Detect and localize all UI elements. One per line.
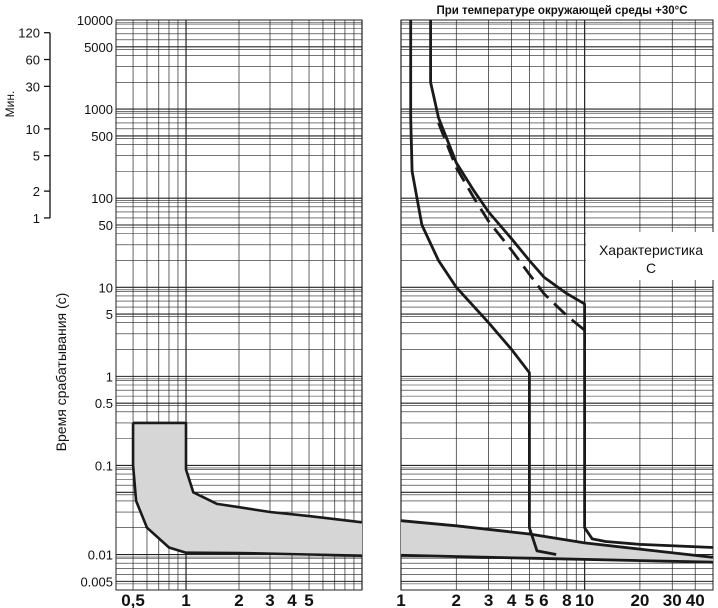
tolerance-band [133, 422, 362, 556]
y-tick-label: 10000 [77, 13, 113, 28]
minute-tick-label: 120 [18, 26, 40, 41]
y-tick-label: 10 [99, 280, 113, 295]
y-tick-label: 1 [106, 369, 113, 384]
right-panel-band [401, 520, 713, 563]
y-tick-label: 5 [106, 307, 113, 322]
y-tick-label: 0.1 [95, 458, 113, 473]
y-tick-label: 0.01 [88, 548, 113, 563]
characteristic-curve-1 [409, 20, 557, 556]
minute-scale: 120 60 30 10 5 2 1 [18, 26, 51, 226]
x-tick-label: 4 [287, 591, 297, 608]
x-tick-label: 2 [452, 591, 461, 608]
left-panel-band [131, 421, 363, 557]
minute-tick-label: 5 [33, 149, 40, 164]
minute-tick-label: 10 [26, 122, 40, 137]
annotation-line-2: C [646, 260, 656, 276]
y-tick-label: 5000 [84, 40, 113, 55]
x-tick-labels: 0,5 1 2 3 4 5 1 2 3 4 5 6 8 10 20 30 40 [121, 591, 704, 608]
x-tick-label: 0,5 [121, 591, 145, 608]
tolerance-band [401, 520, 713, 563]
x-tick-label: 6 [539, 591, 548, 608]
x-tick-label: 10 [575, 591, 594, 608]
y-tick-label: 0.5 [95, 396, 113, 411]
y-tick-label: 50 [99, 218, 113, 233]
x-tick-label: 2 [234, 591, 243, 608]
x-tick-label: 40 [686, 591, 705, 608]
y-axis-label: Время срабатывания (с) [53, 293, 69, 452]
x-tick-label: 4 [507, 591, 517, 608]
minute-tick-label: 1 [33, 211, 40, 226]
characteristic-curve-3 [437, 122, 586, 332]
x-tick-label: 20 [630, 591, 649, 608]
band-lower-curve [131, 465, 363, 557]
y-tick-label: 0.005 [80, 574, 113, 589]
y-tick-label: 1000 [84, 102, 113, 117]
minute-tick-label: 30 [26, 79, 40, 94]
y-tick-labels: 10000 5000 1000 500 100 50 10 5 1 0.5 0.1 0.01 0.005 [77, 13, 113, 589]
y-tick-label: 500 [91, 129, 113, 144]
minutes-label: Мин. [3, 91, 17, 118]
x-tick-label: 8 [562, 591, 571, 608]
x-tick-label: 5 [525, 591, 534, 608]
right-panel-grid [400, 19, 714, 591]
x-tick-label: 3 [265, 591, 274, 608]
x-tick-label: 1 [181, 591, 190, 608]
chart-title: При температуре окружающей среды +30°C [436, 5, 687, 17]
characteristic-curve-2 [429, 20, 714, 549]
right-panel-curves [400, 20, 714, 564]
annotation-line-1: Характеристика [599, 242, 703, 258]
characteristic-curve-4 [400, 519, 714, 559]
band-upper-curve [133, 421, 363, 524]
y-tick-label: 100 [91, 191, 113, 206]
minute-tick-label: 60 [26, 53, 40, 68]
characteristic-curve-5 [400, 553, 714, 564]
x-tick-label: 5 [304, 591, 313, 608]
x-tick-label: 1 [396, 591, 405, 608]
x-tick-label: 3 [484, 591, 493, 608]
minute-tick-label: 2 [33, 184, 40, 199]
x-tick-label: 30 [663, 591, 682, 608]
